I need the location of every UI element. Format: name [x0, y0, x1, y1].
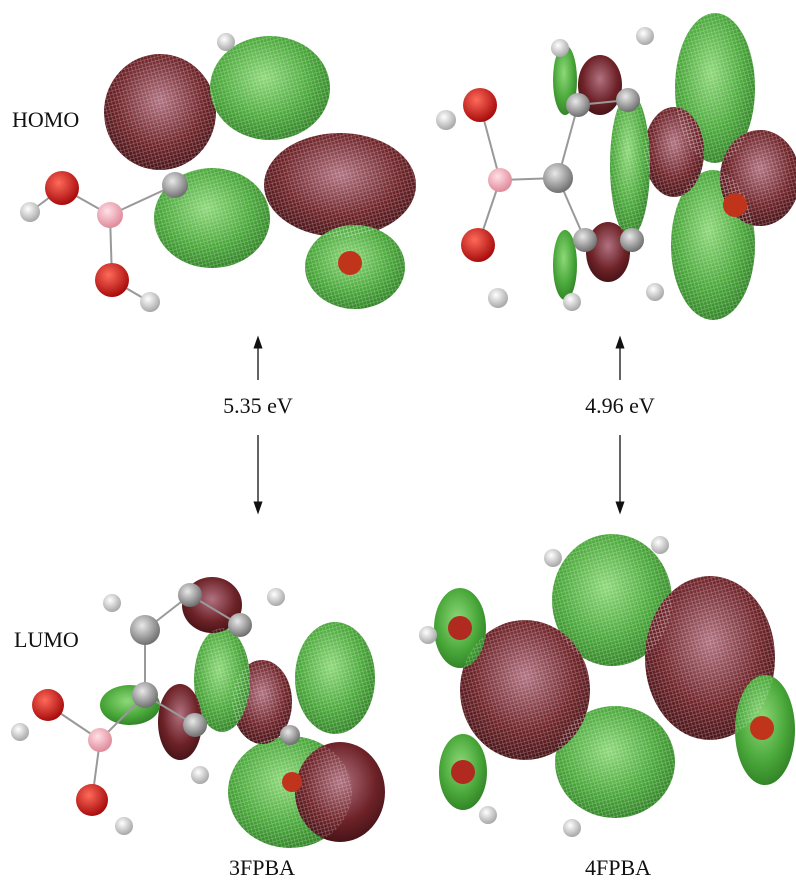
lumo-3fpba: [11, 577, 385, 848]
row-label: LUMO: [14, 627, 79, 652]
row-label: HOMO: [12, 107, 79, 132]
molecule-name: 3FPBA: [229, 855, 295, 880]
lumo-4fpba: [419, 534, 795, 837]
orbital-figure: HOMO LUMO 5.35 eV 4.96 eV 3FPBA 4FPBA: [0, 0, 796, 884]
arrows: [258, 342, 620, 508]
homo-3fpba: [20, 33, 416, 312]
molecule-name: 4FPBA: [585, 855, 651, 880]
energy-gap: 5.35 eV: [223, 393, 293, 418]
homo-4fpba: [436, 13, 796, 320]
energy-gap: 4.96 eV: [585, 393, 655, 418]
